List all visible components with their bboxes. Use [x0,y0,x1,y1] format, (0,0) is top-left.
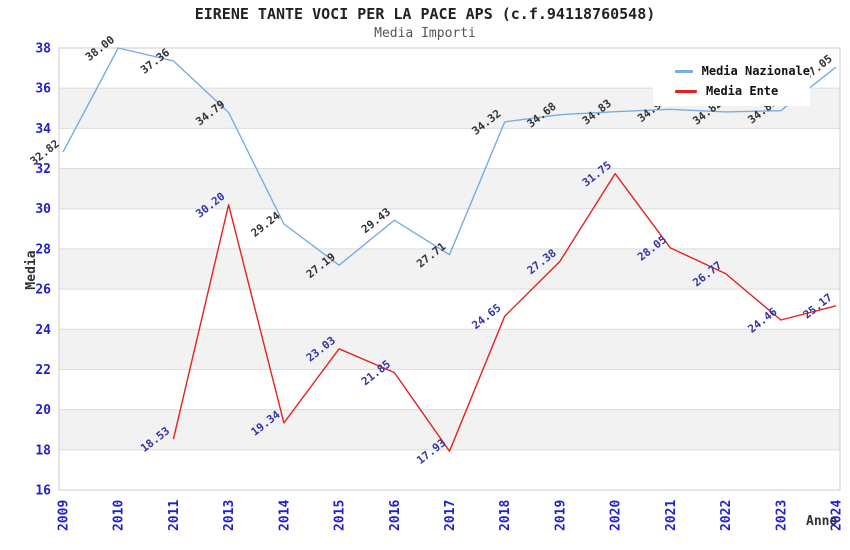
x-tick-label: 2017 [443,500,458,531]
legend-item-media-nazionale: Media Nazionale [653,64,810,78]
data-label: 29.24 [249,209,283,240]
chart-title: EIRENE TANTE VOCI PER LA PACE APS (c.f.9… [194,5,656,23]
legend-line-icon [675,69,693,73]
x-axis-title: Anno [806,514,838,529]
data-label: 24.65 [469,301,503,332]
x-tick-label: 2024 [830,500,845,531]
grid-band [59,409,840,450]
y-tick-label: 34 [35,122,51,137]
x-tick-label: 2023 [774,500,789,531]
legend-label: Media Nazionale [701,64,810,78]
grid-band [59,168,840,209]
y-tick-label: 30 [35,202,51,217]
y-axis-title: Media [24,250,39,290]
y-tick-label: 38 [35,42,51,57]
y-tick-label: 26 [35,283,51,298]
chart-subtitle: Media Importi [374,26,476,41]
legend-label: Media Ente [706,84,779,98]
y-tick-label: 36 [35,82,51,97]
data-label: 37.36 [138,46,172,77]
y-tick-label: 20 [35,403,51,418]
y-tick-label: 28 [35,242,51,257]
plot-border [58,47,841,491]
legend: Media Nazionale Media Ente [653,56,810,106]
x-tick-label: 2021 [664,500,679,531]
x-tick-label: 2019 [553,500,568,531]
x-tick-label: 2016 [388,500,403,531]
y-tick-label: 24 [35,323,51,338]
data-label: 25.17 [801,291,835,322]
x-tick-label: 2020 [609,500,624,531]
data-label: 29.43 [359,205,393,236]
x-tick-label: 2011 [167,500,182,531]
y-tick-label: 16 [35,484,51,499]
x-tick-label: 2014 [277,500,292,531]
x-tick-label: 2010 [112,500,127,531]
grid-band [59,248,840,290]
y-tick-label: 18 [35,443,51,458]
grid-band [59,329,840,370]
x-tick-label: 2013 [222,500,237,531]
x-tick-label: 2018 [498,500,513,531]
y-tick-label: 22 [35,363,51,378]
x-tick-label: 2022 [719,500,734,531]
series-line-media-ente [172,172,837,452]
legend-item-media-ente: Media Ente [653,84,810,98]
x-tick-label: 2015 [333,500,348,531]
series-line-media-nazionale [62,47,837,266]
x-tick-label: 2009 [57,500,72,531]
legend-line-icon [675,89,697,93]
y-tick-label: 32 [35,162,51,177]
